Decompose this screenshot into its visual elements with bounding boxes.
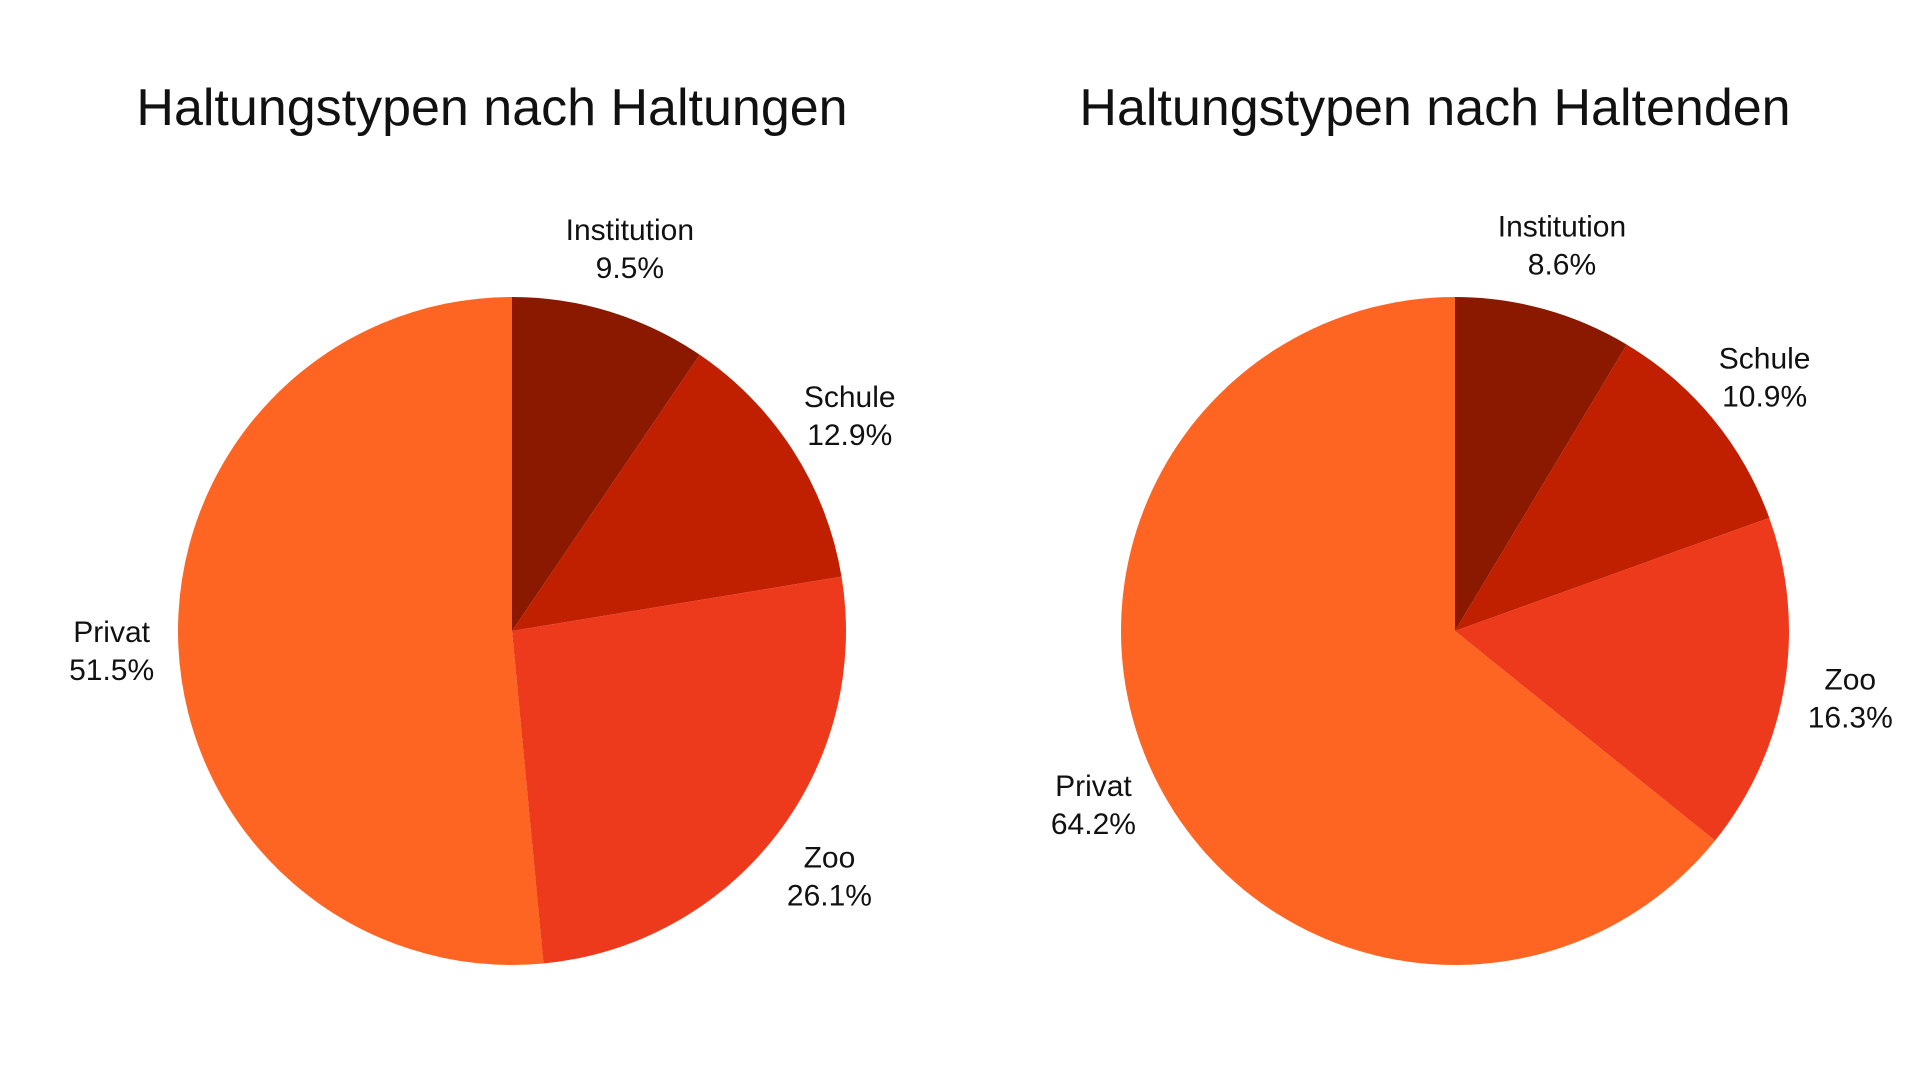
value-label: 12.9% (807, 419, 892, 452)
value-label: 64.2% (1051, 808, 1136, 841)
pie-slice (512, 354, 842, 631)
value-label: 51.5% (69, 654, 154, 687)
slice-label: Privat (1055, 770, 1132, 803)
slice-label: Zoo (1824, 663, 1876, 696)
slice-label: Schule (804, 381, 896, 414)
slice-label: Institution (566, 214, 694, 247)
chart-title: Haltungstypen nach Haltungen (136, 79, 847, 137)
pie-slice (1455, 344, 1770, 631)
slice-label: Institution (1498, 211, 1626, 244)
pie-slice (1455, 517, 1789, 841)
pie-slice (1121, 297, 1716, 966)
pie-slice (1455, 297, 1627, 631)
pie-slice (178, 297, 544, 965)
value-label: 10.9% (1722, 380, 1807, 413)
value-label: 16.3% (1808, 701, 1893, 734)
chart-title: Haltungstypen nach Haltenden (1079, 79, 1790, 137)
slice-label: Privat (73, 616, 150, 649)
pie-slice (512, 576, 846, 964)
slice-label: Zoo (804, 842, 856, 875)
value-label: 9.5% (596, 252, 664, 285)
pie-slice (512, 297, 700, 631)
slice-label: Schule (1719, 342, 1811, 375)
value-label: 26.1% (787, 880, 872, 913)
value-label: 8.6% (1528, 249, 1596, 282)
